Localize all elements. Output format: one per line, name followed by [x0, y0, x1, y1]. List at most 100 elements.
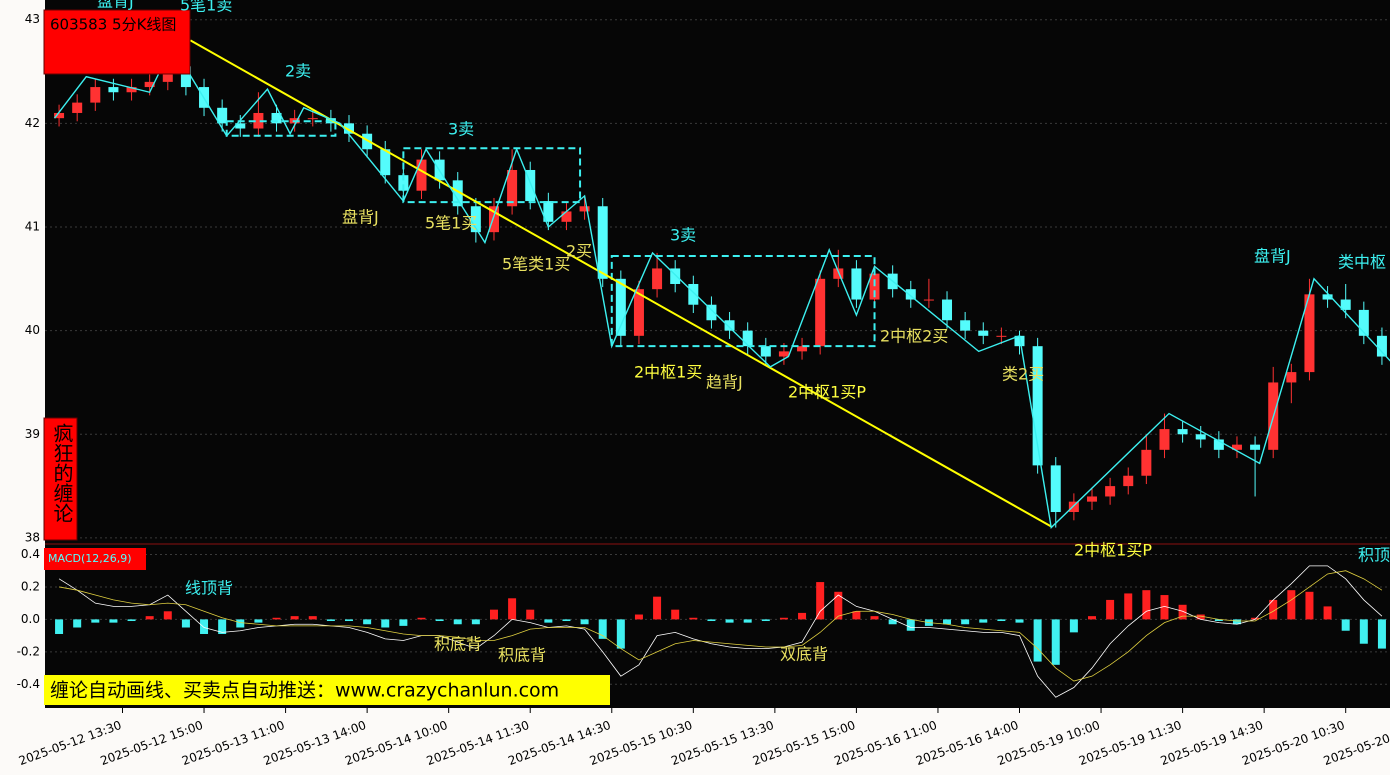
pivot-center: [225, 120, 337, 137]
macd-bar: [598, 619, 607, 639]
candle-body: [797, 346, 808, 352]
macd-bar: [834, 591, 843, 620]
macd-title: MACD(12,26,9): [48, 552, 132, 565]
macd-bar: [1142, 590, 1151, 620]
annotation: 5笔1买: [425, 214, 477, 233]
macd-bar: [1196, 614, 1205, 620]
candle-body: [1322, 294, 1333, 300]
macd-bar: [399, 619, 408, 626]
annotation: 2中枢1买P: [1074, 541, 1152, 560]
y-tick-label: 42: [25, 116, 40, 130]
macd-bar: [779, 617, 788, 620]
x-tick-label: 2025-05-20: [1322, 731, 1390, 768]
candle-body: [597, 206, 608, 279]
candle-body: [851, 268, 862, 300]
y-tick-label: 41: [25, 219, 40, 233]
annotation: 5笔类1买: [502, 255, 570, 274]
annotation: 3卖: [448, 120, 474, 139]
macd-bar: [453, 619, 462, 625]
macd-bar: [888, 619, 897, 625]
macd-bar: [272, 617, 281, 620]
macd-bar: [1214, 619, 1223, 622]
macd-bar: [471, 619, 480, 625]
macd-bar: [308, 616, 317, 620]
candle-body: [488, 206, 499, 233]
macd-bar: [544, 619, 553, 623]
annotation: 积底背: [434, 635, 482, 654]
macd-bar: [1069, 619, 1078, 633]
candle-body: [1014, 335, 1025, 347]
macd-bar: [852, 611, 861, 620]
macd-bar: [345, 619, 354, 622]
candle-body: [235, 123, 246, 129]
macd-bar: [743, 619, 752, 623]
candle-body: [144, 81, 155, 88]
macd-bar: [508, 598, 517, 620]
pivot-center: [402, 147, 582, 204]
macd-bar: [381, 619, 390, 628]
y-tick-label: 39: [25, 427, 40, 441]
annotation: 趋背J: [706, 373, 743, 392]
macd-bar: [671, 609, 680, 620]
annotation: 积底背: [498, 646, 546, 665]
macd-bar: [218, 619, 227, 634]
annotation: 类2买: [1002, 365, 1044, 384]
candle-body: [1032, 346, 1043, 466]
annotation: 2中枢1买: [634, 363, 702, 382]
marks-layer: [53, 39, 1390, 698]
stroke-line: [53, 44, 1390, 529]
y-tick-label: 38: [25, 530, 40, 544]
annotation: 盘背J: [1254, 247, 1291, 266]
candle-body: [1141, 449, 1152, 476]
annotation: 2卖: [285, 62, 311, 81]
candle-body: [1304, 294, 1315, 373]
candle-body: [742, 330, 753, 347]
macd-bar: [580, 619, 589, 625]
candle-body: [1195, 434, 1206, 440]
candle-body: [344, 123, 355, 134]
macd-bar: [616, 619, 625, 649]
candle-body: [815, 278, 826, 347]
macd-bar: [109, 619, 118, 623]
candle-body: [670, 268, 681, 284]
dea-line: [58, 570, 1383, 682]
candle-body: [833, 268, 844, 279]
banner: 缠论自动画线、买卖点自动推送：www.crazychanlun.com: [50, 680, 559, 702]
candle-body: [452, 180, 463, 207]
banner-box: [44, 675, 610, 705]
annotation: 积顶: [1358, 546, 1390, 565]
macd-bar: [526, 609, 535, 620]
macd-bar: [1305, 591, 1314, 620]
macd-bar: [145, 616, 154, 620]
macd-bar: [1124, 593, 1133, 620]
annotation: 5笔1卖: [180, 0, 232, 15]
candle-body: [652, 268, 663, 290]
y-tick-label: 43: [25, 12, 40, 26]
candle-body: [54, 112, 65, 119]
annotation: 2中枢1买P: [788, 383, 866, 402]
y-tick-label: -0.2: [17, 644, 40, 658]
candle-body: [362, 133, 373, 150]
macd-bar: [236, 619, 245, 628]
macd-bar: [689, 617, 698, 620]
macd-bar: [653, 596, 662, 620]
macd-title-box: [44, 548, 146, 570]
annotation: 盘背J: [97, 0, 134, 11]
side-label-box: [43, 417, 78, 541]
overlay-layer: 603583 5分K线图 疯狂的缠论 MACD(12,26,9) 缠论自动画线、…: [17, 0, 1390, 768]
macd-bar: [1033, 619, 1042, 662]
macd-bar: [1051, 619, 1060, 665]
candle-body: [1068, 501, 1079, 513]
candle-body: [942, 299, 953, 321]
annotation: 3卖: [670, 226, 696, 245]
macd-bar: [997, 619, 1006, 622]
macd-bar: [1323, 606, 1332, 620]
candle-body: [615, 278, 626, 336]
candle-body: [543, 201, 554, 222]
candle-body: [1286, 372, 1297, 383]
macd-bar: [707, 619, 716, 622]
annotation: 类中枢: [1338, 253, 1386, 272]
candle-body: [470, 206, 481, 233]
